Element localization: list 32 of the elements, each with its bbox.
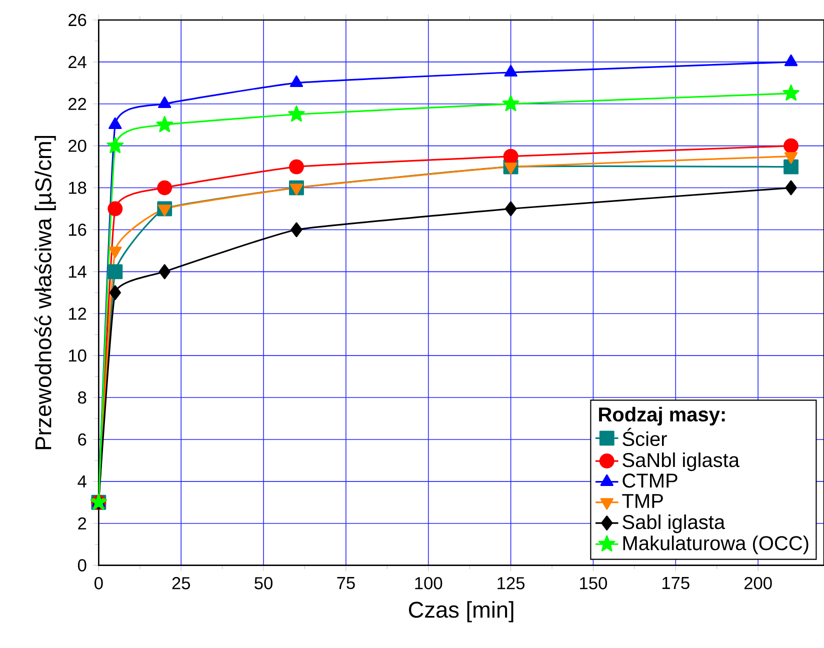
x-tick-label: 150 (580, 577, 607, 590)
y-tick-label: 4 (78, 475, 86, 488)
x-tick-label: 200 (744, 577, 772, 590)
y-tick-label: 18 (68, 182, 86, 194)
y-tick-label: 0 (78, 559, 86, 572)
y-tick-label: 2 (78, 517, 86, 530)
legend-label: SaNbl iglasta (622, 452, 740, 472)
y-tick-label: 20 (68, 140, 86, 152)
y-tick-label: 12 (68, 308, 86, 320)
y-axis-title: Przewodność właściwa [µS/cm] (34, 136, 56, 450)
y-tick-label: 10 (68, 349, 86, 362)
y-tick-label: 26 (68, 14, 86, 26)
legend-label: Sabl iglasta (622, 514, 726, 534)
x-tick-label: 0 (94, 577, 103, 590)
legend-label: TMP (622, 494, 663, 508)
x-tick-label: 125 (498, 577, 525, 590)
y-tick-label: 14 (68, 266, 86, 278)
legend-label: Ścier (622, 428, 667, 446)
x-tick-label: 25 (172, 577, 190, 590)
x-tick-label: 75 (337, 577, 355, 590)
y-tick-label: 24 (68, 56, 86, 68)
y-tick-label: 8 (78, 391, 86, 404)
x-axis-title: Czas [min] (408, 601, 514, 622)
y-tick-label: 22 (68, 98, 86, 110)
legend-label: CTMP (622, 474, 678, 488)
legend-title: Rodzaj masy: (599, 406, 725, 426)
x-tick-label: 100 (415, 577, 442, 590)
legend-label: Makulaturowa (OCC) (623, 536, 808, 554)
y-tick-label: 6 (78, 433, 86, 446)
x-tick-label: 175 (662, 577, 690, 590)
x-tick-label: 50 (254, 577, 272, 590)
y-tick-label: 16 (68, 224, 86, 236)
